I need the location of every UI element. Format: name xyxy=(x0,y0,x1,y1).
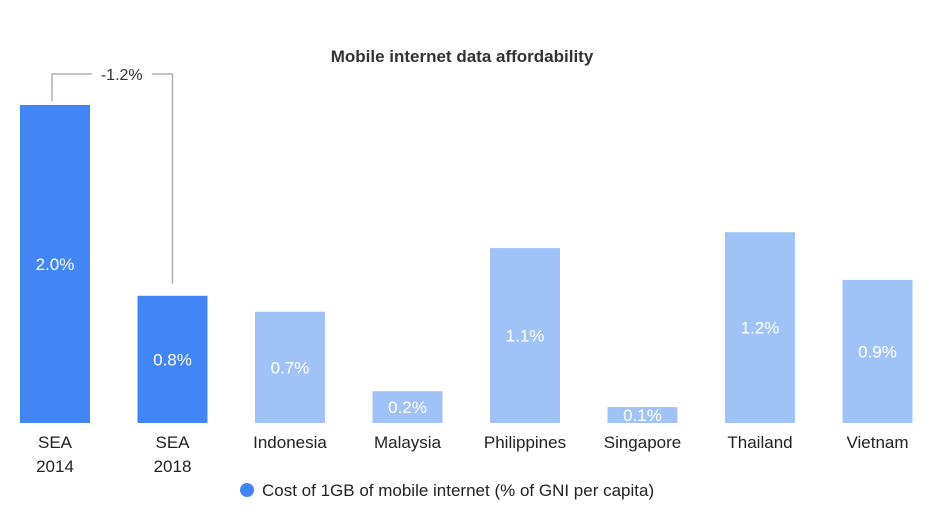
value-label-4: 1.1% xyxy=(506,327,545,346)
category-label-0-line-0: SEA xyxy=(38,433,73,452)
bar-6 xyxy=(725,232,795,423)
bar-2 xyxy=(255,311,325,423)
bar-0 xyxy=(20,105,90,423)
value-label-2: 0.7% xyxy=(271,358,310,377)
annotation-bracket-left xyxy=(51,73,92,101)
category-label-0-line-1: 2014 xyxy=(36,457,74,476)
annotation-bracket-right xyxy=(151,73,174,284)
legend: Cost of 1GB of mobile internet (% of GNI… xyxy=(240,481,654,500)
category-label-2: Indonesia xyxy=(253,433,327,452)
category-label-7: Vietnam xyxy=(846,433,908,452)
bar-3 xyxy=(372,391,443,423)
bar-5 xyxy=(607,407,678,423)
value-label-3: 0.2% xyxy=(388,398,427,417)
category-label-1-line-1: 2018 xyxy=(154,457,192,476)
category-label-1-line-0: SEA xyxy=(155,433,190,452)
category-labels: SEA 2014 SEA 2018 Indonesia Malaysia Philippin… xyxy=(36,433,908,476)
bars: 2.0% 0.8% 0.7% 0.2% 1.1% 0.1% 1.2% 0.9% xyxy=(20,105,913,425)
category-label-6: Thailand xyxy=(727,433,792,452)
value-label-6: 1.2% xyxy=(741,319,780,338)
value-label-1: 0.8% xyxy=(153,350,192,369)
bar-7 xyxy=(842,279,913,423)
bar-4 xyxy=(490,248,560,423)
change-annotation: -1.2% xyxy=(51,67,174,284)
category-label-5: Singapore xyxy=(604,433,682,452)
category-label-4: Philippines xyxy=(484,433,566,452)
legend-swatch xyxy=(240,483,254,497)
bar-1 xyxy=(137,295,208,423)
value-label-0: 2.0% xyxy=(36,255,75,274)
category-label-3: Malaysia xyxy=(374,433,442,452)
legend-label: Cost of 1GB of mobile internet (% of GNI… xyxy=(262,481,654,500)
chart-title: Mobile internet data affordability xyxy=(331,47,594,66)
value-label-7: 0.9% xyxy=(858,342,897,361)
annotation-label: -1.2% xyxy=(101,67,143,84)
value-label-5: 0.1% xyxy=(623,406,662,425)
